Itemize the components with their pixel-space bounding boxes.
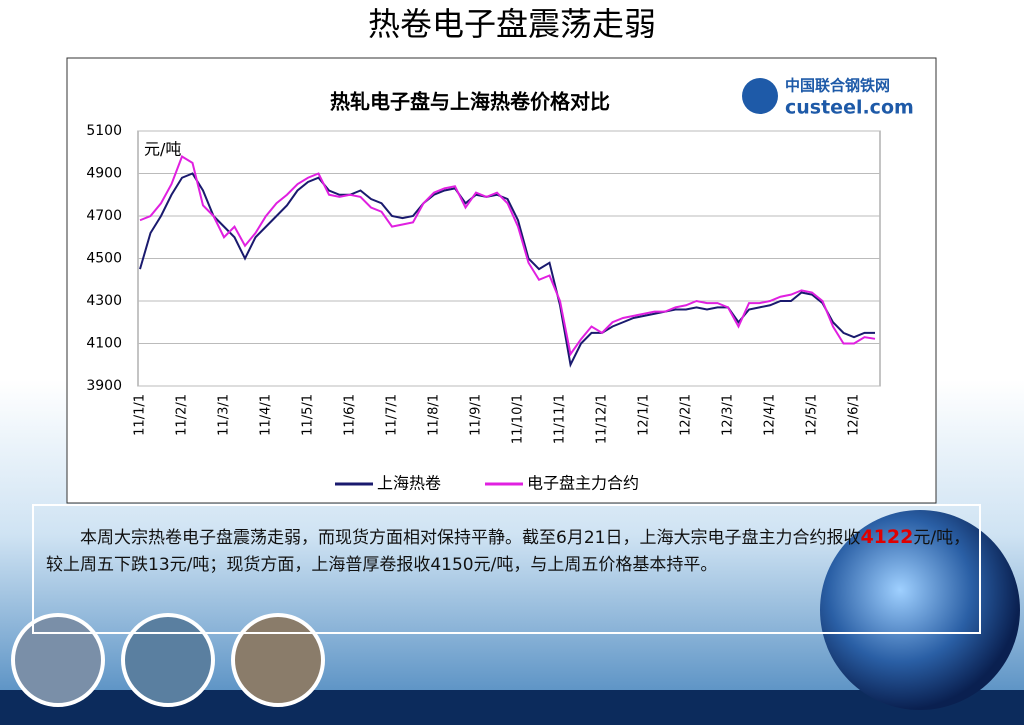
y-tick-label: 4100 xyxy=(86,336,122,352)
x-tick-label: 12/1/1 xyxy=(637,394,652,436)
ship-image xyxy=(121,613,215,707)
y-tick-label: 3900 xyxy=(86,378,122,394)
legend-label: 上海热卷 xyxy=(377,474,441,493)
x-tick-label: 11/11/1 xyxy=(553,394,568,444)
highlight: 4122 xyxy=(860,526,914,548)
y-tick-label: 5100 xyxy=(86,123,122,139)
x-tick-label: 11/1/1 xyxy=(133,394,148,436)
x-tick-label: 11/9/1 xyxy=(469,394,484,436)
text: 本周大宗热卷电子盘震荡走弱，而现货方面相对保持平静。截至6月21日，上海大宗电子… xyxy=(80,528,861,548)
x-tick-label: 11/3/1 xyxy=(217,394,232,436)
x-tick-label: 11/6/1 xyxy=(343,394,358,436)
y-tick-label: 4700 xyxy=(86,208,122,224)
x-tick-label: 11/12/1 xyxy=(595,394,610,444)
y-tick-label: 4500 xyxy=(86,251,122,267)
truck-image xyxy=(11,613,105,707)
x-tick-label: 11/2/1 xyxy=(175,394,190,436)
logo-icon xyxy=(742,78,778,114)
y-axis-label: 元/吨 xyxy=(144,140,181,159)
x-tick-label: 12/5/1 xyxy=(805,394,820,436)
train-image xyxy=(231,613,325,707)
x-tick-label: 12/6/1 xyxy=(847,394,862,436)
x-tick-label: 11/10/1 xyxy=(511,394,526,444)
series-line xyxy=(139,172,875,368)
x-tick-label: 11/7/1 xyxy=(385,394,400,436)
y-tick-label: 4900 xyxy=(86,166,122,182)
logo-name: 中国联合钢铁网 xyxy=(785,77,890,95)
x-tick-label: 11/4/1 xyxy=(259,394,274,436)
y-tick-label: 4300 xyxy=(86,293,122,309)
x-tick-label: 12/3/1 xyxy=(721,394,736,436)
chart-title: 热轧电子盘与上海热卷价格对比 xyxy=(330,90,610,114)
slide-title: 热卷电子盘震荡走弱 xyxy=(368,5,656,43)
x-tick-label: 11/5/1 xyxy=(301,394,316,436)
summary-text: 本周大宗热卷电子盘震荡走弱，而现货方面相对保持平静。截至6月21日，上海大宗电子… xyxy=(46,524,971,579)
x-tick-label: 12/2/1 xyxy=(679,394,694,436)
logo-site: custeel.com xyxy=(785,97,914,119)
x-tick-label: 11/8/1 xyxy=(427,394,442,436)
legend-label: 电子盘主力合约 xyxy=(527,474,639,493)
series-line xyxy=(139,155,876,357)
x-tick-label: 12/4/1 xyxy=(763,394,778,436)
